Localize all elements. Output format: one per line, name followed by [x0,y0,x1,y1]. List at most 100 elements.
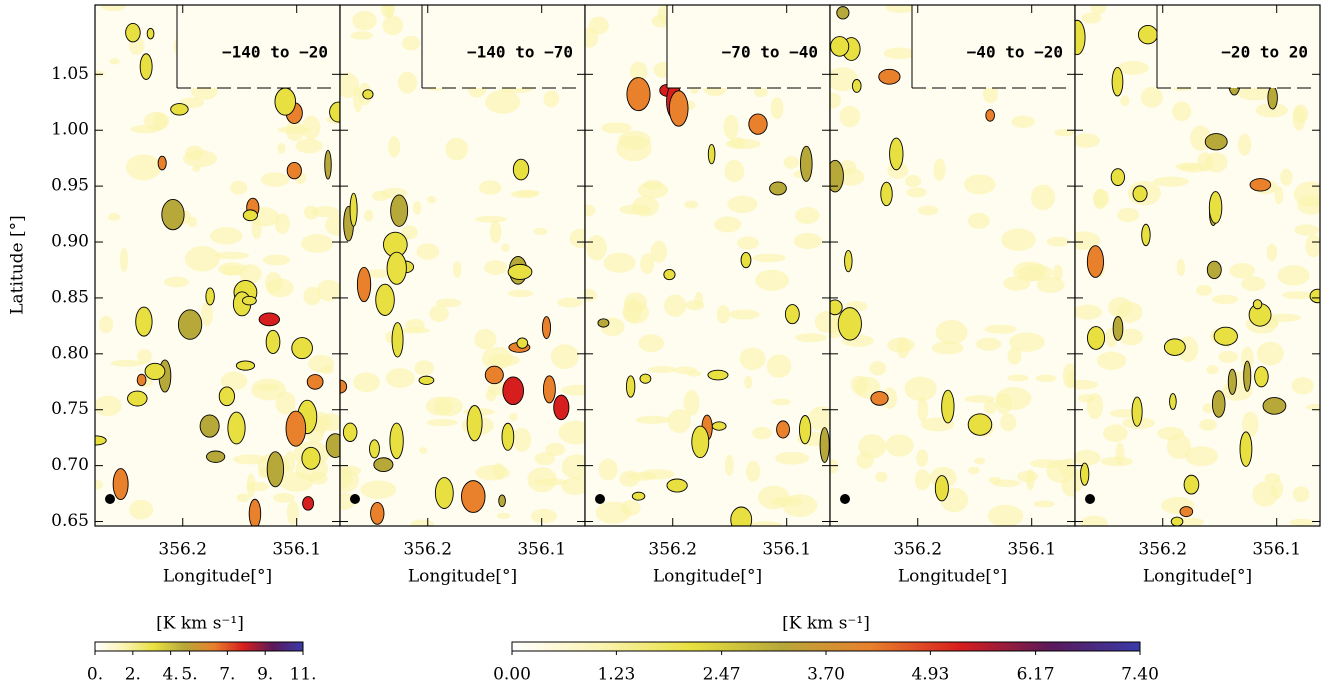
faint-emission [1007,374,1029,382]
faint-emission [1117,207,1140,223]
y-tick-label: 1.00 [51,120,89,140]
faint-emission [143,111,170,131]
faint-emission [1297,195,1320,215]
label-box [912,5,1075,88]
faint-emission [1294,224,1320,236]
faint-emission [782,494,818,517]
faint-emission [1280,168,1293,186]
faint-emission [1202,403,1214,414]
colorbar-tick-label: 4. [163,665,179,685]
contour-blob [1243,360,1252,392]
faint-emission [1277,265,1310,286]
faint-emission [485,90,521,114]
panel-bg [340,5,585,526]
faint-emission [266,278,294,298]
panel-label: −40 to −20 [967,43,1063,62]
faint-emission [230,180,248,195]
faint-emission [729,137,746,148]
y-tick-label: 0.80 [51,343,89,363]
faint-emission [340,72,360,99]
faint-emission [137,349,152,365]
contour-blob [301,446,321,470]
label-box [667,5,830,88]
contour-blob [776,420,790,439]
faint-emission [1305,403,1320,411]
faint-emission [1175,162,1202,171]
faint-emission [830,67,859,92]
faint-emission [1103,424,1128,442]
faint-emission [1117,60,1149,75]
faint-emission [233,454,267,465]
faint-emission [433,396,463,417]
colorbar-tick-label: 2. [125,665,141,685]
panel-frame [1074,4,1321,527]
faint-emission [509,412,518,422]
faint-emission [277,143,286,154]
contour-blob [639,373,652,384]
faint-emission [479,180,502,195]
faint-emission [1157,426,1185,441]
label-box [177,5,340,88]
faint-emission [622,301,650,324]
faint-emission [360,480,397,499]
faint-emission [746,521,783,526]
faint-emission [507,289,534,298]
contour-blob [800,145,813,182]
faint-emission [964,174,996,195]
colorbar-tick-label: 2.47 [703,665,741,685]
colorbar [511,641,1141,652]
faint-emission [385,368,415,388]
contour-blob [1169,393,1177,410]
faint-emission [1093,189,1110,208]
faint-emission [850,375,869,395]
contour-blob [461,480,486,513]
faint-emission [586,235,607,261]
contour-blob [941,389,955,424]
faint-emission [110,360,144,367]
faint-emission [1252,481,1279,507]
faint-emission [1166,434,1191,460]
faint-emission [483,260,508,275]
contour-blob [830,299,843,316]
faint-emission [988,476,1002,484]
faint-emission [744,375,753,389]
faint-emission [1115,442,1125,466]
faint-emission [352,10,377,31]
faint-emission [427,195,437,204]
faint-emission [987,504,1024,526]
contour-blob [242,209,258,222]
faint-emission [856,452,874,469]
faint-emission [1274,186,1284,205]
faint-emission [1080,515,1108,526]
faint-emission [260,172,290,187]
faint-emission [1240,346,1254,370]
faint-emission [533,227,548,236]
x-axis-label: Longitude[°] [163,567,272,587]
faint-emission [185,145,204,160]
faint-emission [935,319,968,345]
x-tick-label: 356.1 [272,540,321,560]
contour-blob [170,103,189,116]
contour-blob [1252,299,1263,310]
colorbar-tick-label: 5. [181,665,197,685]
faint-emission [1238,133,1252,156]
contour-blob [830,159,844,193]
faint-emission [1292,486,1310,503]
contour-blob [844,249,853,273]
faint-emission [904,175,922,187]
faint-emission [1046,236,1070,247]
contour-blob [851,79,862,93]
faint-emission [400,327,430,334]
faint-emission [975,337,1002,351]
faint-emission [664,294,687,317]
faint-emission [1009,332,1045,352]
faint-emission [1001,228,1036,251]
contour-blob [1086,326,1106,350]
faint-emission [303,205,319,220]
contour-blob [507,263,533,280]
faint-emission [1292,104,1309,123]
faint-emission [429,304,449,322]
contour-blob [1262,397,1287,415]
beam [105,494,115,504]
